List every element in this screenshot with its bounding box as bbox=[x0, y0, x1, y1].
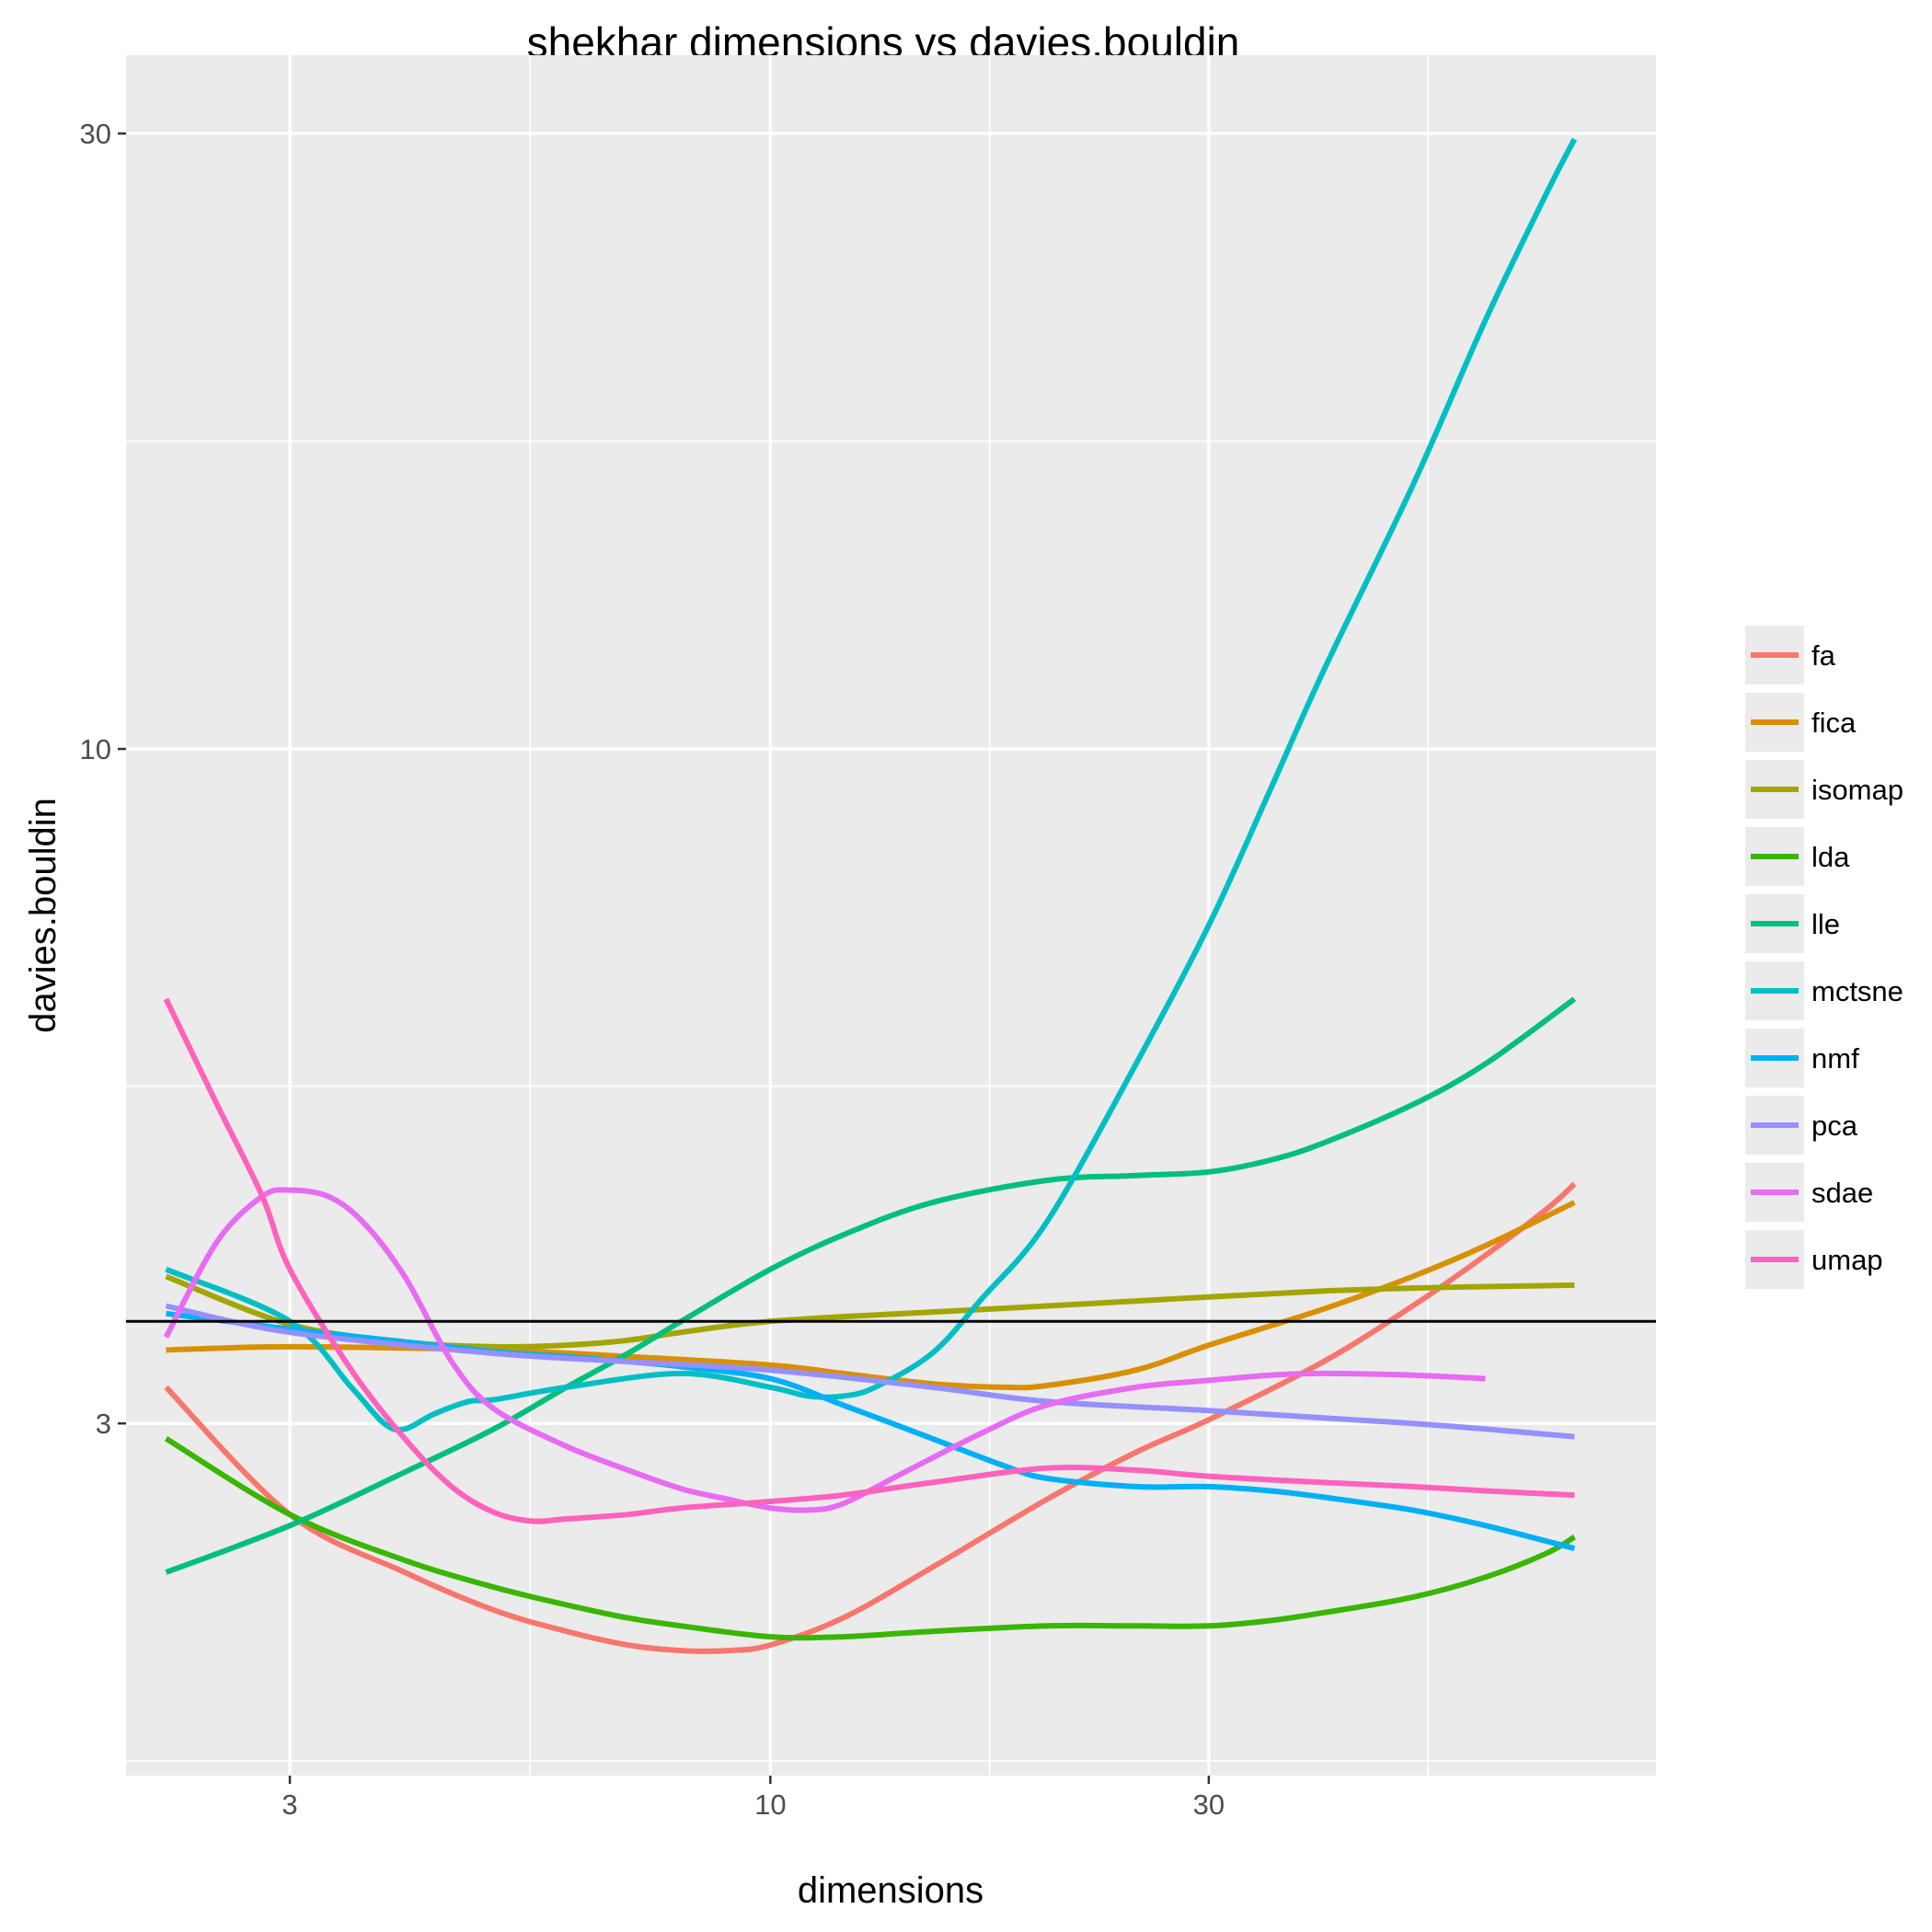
series-line-mctsne bbox=[165, 137, 1578, 1433]
series-line-lda bbox=[164, 1436, 1577, 1641]
legend-item-fa: fa bbox=[1745, 626, 1836, 684]
legend-label: fa bbox=[1811, 639, 1836, 672]
legend-label: fica bbox=[1811, 707, 1857, 739]
series-line-lle bbox=[165, 996, 1577, 1575]
series-layer bbox=[163, 137, 1578, 1654]
legend-label: sdae bbox=[1811, 1177, 1873, 1209]
legend-label: pca bbox=[1811, 1110, 1858, 1142]
y-axis: 3 10 30 bbox=[80, 118, 126, 1440]
legend: fa fica isomap lda lle mctsne nmf pca sdae umap bbox=[1745, 626, 1903, 1289]
legend-label: umap bbox=[1811, 1244, 1883, 1276]
legend-item-sdae: sdae bbox=[1745, 1163, 1873, 1222]
legend-item-fica: fica bbox=[1745, 693, 1857, 752]
y-axis-title: davies.bouldin bbox=[23, 798, 63, 1033]
x-tick-label: 10 bbox=[754, 1788, 786, 1821]
legend-item-lda: lda bbox=[1745, 827, 1850, 886]
legend-label: isomap bbox=[1811, 774, 1903, 806]
plot-panel bbox=[126, 55, 1656, 1776]
x-axis: 3 10 30 bbox=[282, 1776, 1225, 1821]
y-tick-label: 30 bbox=[80, 118, 111, 150]
legend-label: lle bbox=[1811, 908, 1840, 940]
x-tick-label: 3 bbox=[282, 1788, 297, 1821]
legend-label: mctsne bbox=[1811, 975, 1903, 1007]
legend-item-nmf: nmf bbox=[1745, 1029, 1859, 1087]
legend-item-pca: pca bbox=[1745, 1096, 1858, 1155]
legend-item-isomap: isomap bbox=[1745, 760, 1903, 819]
legend-item-lle: lle bbox=[1745, 894, 1840, 953]
grid-minor bbox=[126, 55, 1656, 1776]
x-tick-label: 30 bbox=[1193, 1788, 1225, 1821]
y-tick-label: 3 bbox=[96, 1408, 111, 1440]
y-tick-label: 10 bbox=[80, 733, 111, 765]
legend-label: lda bbox=[1811, 841, 1850, 873]
x-axis-title: dimensions bbox=[798, 1870, 983, 1911]
series-line-umap bbox=[163, 997, 1575, 1524]
series-line-sdae bbox=[163, 1187, 1486, 1513]
legend-label: nmf bbox=[1811, 1042, 1859, 1075]
series-line-fa bbox=[164, 1181, 1577, 1654]
legend-item-umap: umap bbox=[1745, 1230, 1883, 1289]
legend-item-mctsne: mctsne bbox=[1745, 961, 1903, 1020]
